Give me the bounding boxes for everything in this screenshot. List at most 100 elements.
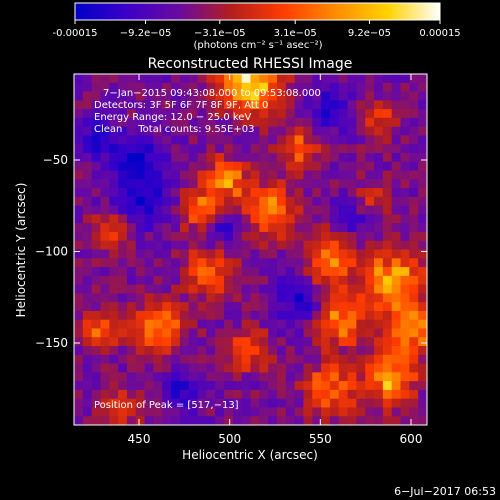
heatmap-cell — [312, 117, 322, 128]
heatmap-cell — [276, 161, 287, 172]
heatmap-cell — [135, 258, 146, 268]
heatmap-cell — [188, 258, 199, 268]
heatmap-cell — [285, 188, 296, 198]
heatmap-cell — [321, 240, 331, 250]
heatmap-cell — [171, 293, 181, 303]
heatmap-cell — [74, 407, 84, 417]
heatmap-cell — [232, 381, 243, 391]
heatmap-cell — [268, 179, 278, 189]
heatmap-cell — [224, 381, 234, 391]
heatmap-cell — [285, 293, 296, 303]
heatmap-cell — [135, 284, 146, 294]
heatmap-cell — [276, 126, 287, 136]
heatmap-cell — [391, 100, 402, 110]
heatmap-cell — [82, 223, 93, 233]
heatmap-cell — [365, 117, 375, 128]
heatmap-cell — [250, 381, 260, 391]
heatmap-cell — [153, 231, 163, 242]
heatmap-cell — [250, 372, 260, 382]
heatmap-cell — [356, 152, 366, 163]
heatmap-cell — [118, 302, 128, 312]
heatmap-cell — [418, 363, 427, 373]
heatmap-cell — [329, 91, 340, 101]
heatmap-cell — [303, 91, 313, 101]
heatmap-cell — [179, 354, 190, 365]
heatmap-cell — [285, 179, 296, 189]
heatmap-cell — [188, 249, 199, 259]
heatmap-cell — [303, 135, 313, 145]
heatmap-cell — [126, 275, 137, 286]
heatmap-cell — [259, 407, 269, 417]
heatmap-cell — [418, 100, 427, 110]
heatmap-cell — [162, 328, 172, 338]
heatmap-cell — [91, 284, 101, 294]
heatmap-cell — [303, 117, 313, 128]
heatmap-cell — [241, 372, 251, 382]
heatmap-cell — [321, 82, 331, 93]
heatmap-cell — [312, 74, 322, 84]
heatmap-cell — [197, 196, 207, 207]
heatmap-cell — [144, 416, 154, 425]
heatmap-cell — [197, 223, 207, 233]
heatmap-cell — [259, 135, 269, 145]
heatmap-cell — [382, 231, 393, 242]
heatmap-cell — [347, 354, 357, 365]
heatmap-cell — [109, 293, 119, 303]
heatmap-cell — [338, 275, 349, 286]
heatmap-cell — [400, 152, 410, 163]
heatmap-cell — [400, 188, 410, 198]
heatmap-cell — [215, 161, 225, 172]
heatmap-cell — [391, 188, 402, 198]
heatmap-cell — [224, 275, 234, 286]
heatmap-cell — [171, 144, 181, 154]
heatmap-cell — [118, 398, 128, 408]
heatmap-cell — [276, 372, 287, 382]
heatmap-cell — [374, 109, 384, 119]
heatmap-cell — [118, 240, 128, 250]
heatmap-cell — [74, 284, 84, 294]
heatmap-cell — [374, 319, 384, 329]
x-tick-label: 600 — [400, 432, 423, 446]
heatmap-cell — [365, 91, 375, 101]
heatmap-cell — [135, 74, 146, 84]
heatmap-cell — [74, 152, 84, 163]
heatmap-cell — [303, 319, 313, 329]
heatmap-cell — [126, 188, 137, 198]
heatmap-cell — [391, 310, 402, 321]
heatmap-cell — [347, 319, 357, 329]
heatmap-cell — [268, 109, 278, 119]
heatmap-cell — [338, 117, 349, 128]
heatmap-cell — [118, 231, 128, 242]
heatmap-cell — [232, 91, 243, 101]
heatmap-cell — [294, 179, 304, 189]
heatmap-cell — [321, 284, 331, 294]
heatmap-cell — [259, 302, 269, 312]
heatmap-cell — [224, 267, 234, 277]
heatmap-cell — [135, 363, 146, 373]
heatmap-cell — [382, 328, 393, 338]
heatmap-cell — [197, 109, 207, 119]
heatmap-cell — [312, 381, 322, 391]
heatmap-cell — [74, 205, 84, 215]
heatmap-cell — [338, 152, 349, 163]
heatmap-cell — [356, 144, 366, 154]
heatmap-cell — [171, 416, 181, 425]
heatmap-cell — [400, 346, 410, 356]
heatmap-cell — [144, 126, 154, 136]
heatmap-cell — [188, 381, 199, 391]
heatmap-cell — [215, 135, 225, 145]
heatmap-cell — [171, 363, 181, 373]
heatmap-cell — [206, 240, 216, 250]
heatmap-cell — [303, 328, 313, 338]
heatmap-cell — [338, 319, 349, 329]
heatmap-cell — [100, 363, 110, 373]
heatmap-cell — [347, 82, 357, 93]
heatmap-cell — [365, 416, 375, 425]
heatmap-cell — [356, 196, 366, 207]
heatmap-cell — [312, 407, 322, 417]
heatmap-cell — [259, 179, 269, 189]
heatmap-cell — [162, 170, 172, 180]
heatmap-cell — [153, 223, 163, 233]
heatmap-cell — [126, 152, 137, 163]
heatmap-cell — [312, 319, 322, 329]
